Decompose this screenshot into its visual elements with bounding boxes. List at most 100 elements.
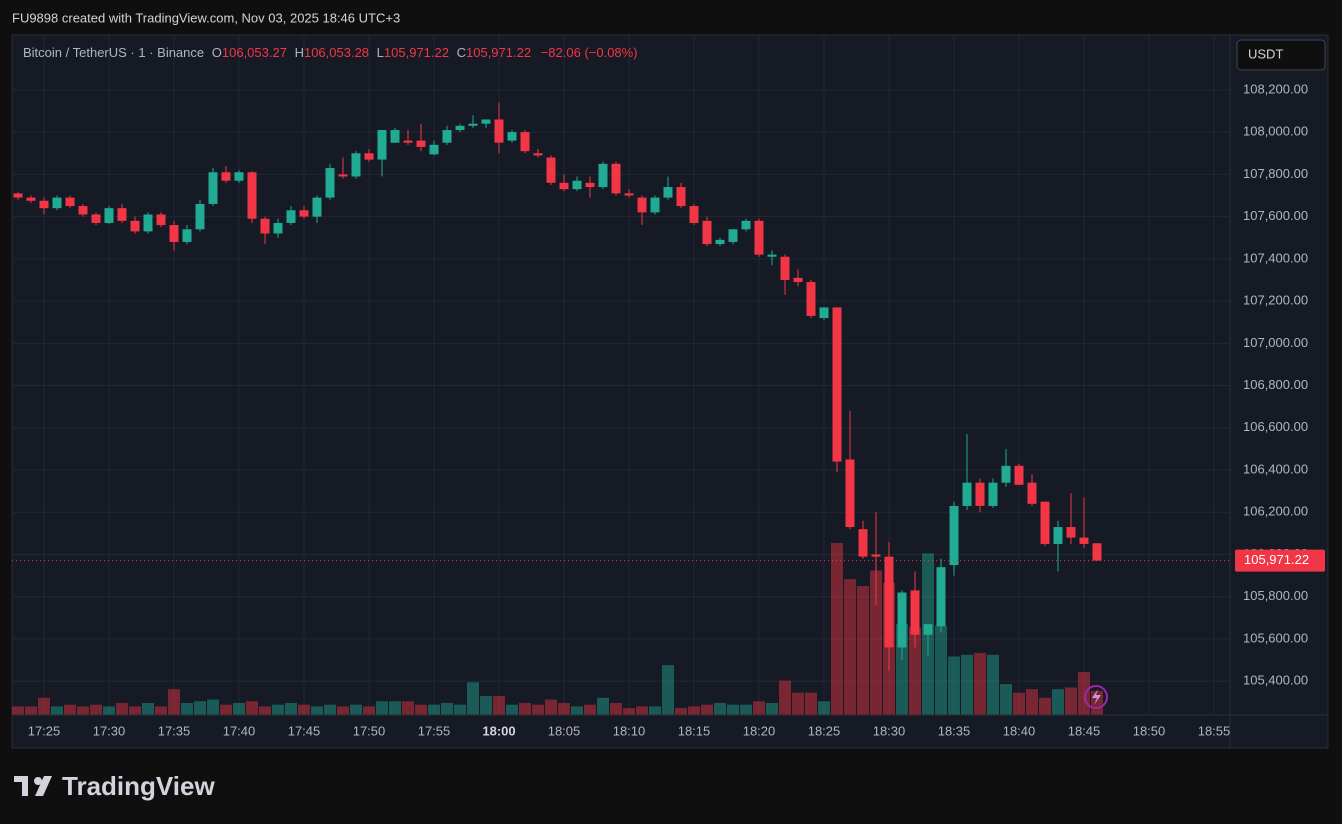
candle-body [169,225,179,242]
x-tick-label: 17:30 [93,723,126,738]
x-tick-label: 18:10 [613,723,646,738]
volume-bar [688,706,700,715]
candle-body [780,256,790,280]
legend: Bitcoin / TetherUS · 1 · Binance O106,05… [23,45,638,60]
watermark: FU9898 created with TradingView.com, Nov… [12,10,400,25]
candle-body [260,218,270,234]
x-tick-label: 17:55 [418,723,451,738]
volume-bar [129,706,141,715]
volume-pane [12,543,1103,715]
candle-body [338,174,348,177]
volume-bar [441,702,453,715]
volume-bar [194,701,206,715]
candle-body [468,123,478,126]
volume-bar [168,689,180,715]
candle-body [299,210,309,217]
volume-bar [753,701,765,715]
l-value: 105,971.22 [384,45,449,60]
candle-body [130,220,140,232]
volume-bar [12,706,24,715]
candle-body [13,193,23,198]
x-tick-label: 18:30 [873,723,906,738]
x-tick-label: 18:20 [743,723,776,738]
volume-bar [909,627,921,715]
candle-body [390,130,400,143]
candle-body [234,172,244,181]
candle-body [39,200,49,209]
y-tick-label: 107,400.00 [1243,250,1308,265]
volume-bar [857,586,869,715]
volume-bar [623,708,635,715]
candle-body [1014,465,1024,485]
candle-body [156,214,166,226]
candle-body [455,125,465,131]
x-tick-label: 17:25 [28,723,61,738]
y-tick-label: 107,000.00 [1243,335,1308,350]
candle-body [1092,543,1102,561]
candle-body [442,130,452,143]
x-tick-label: 18:15 [678,723,711,738]
volume-bar [610,702,622,715]
volume-bar [987,654,999,715]
candle-body [182,229,192,242]
candle-body [1079,537,1089,544]
currency-button[interactable] [1236,39,1326,71]
h-value: 106,053.28 [304,45,369,60]
y-tick-label: 106,200.00 [1243,504,1308,519]
volume-bar [233,702,245,715]
x-tick-label: 18:25 [808,723,841,738]
candle-body [533,153,543,156]
candle-body [806,282,816,316]
volume-bar [506,704,518,715]
volume-bar [961,654,973,715]
x-tick-label: 18:40 [1003,723,1036,738]
volume-bar [649,706,661,715]
volume-bar [103,706,115,715]
volume-bar [597,697,609,715]
candle-body [520,132,530,152]
volume-bar [480,696,492,715]
candle-body [715,239,725,245]
c-key: C [457,45,466,60]
candle-body [403,140,413,143]
y-tick-label: 107,200.00 [1243,293,1308,308]
candle-body [26,197,36,201]
volume-bar [571,706,583,715]
candle-body [247,172,257,219]
volume-bar [298,704,310,715]
candle-body [988,482,998,506]
volume-bar [181,702,193,715]
candle-body [195,203,205,230]
volume-bar [207,699,219,715]
candle-body [884,556,894,648]
volume-bar [701,704,713,715]
volume-bar [636,706,648,715]
candle-body [910,590,920,635]
candle-body [871,554,881,557]
candle-body [143,214,153,232]
volume-bar [337,706,349,715]
volume-bar [454,704,466,715]
volume-bar [311,706,323,715]
volume-bar [259,706,271,715]
candle-body [767,254,777,257]
volume-bar [389,701,401,715]
volume-bar [779,680,791,715]
alert-icon[interactable] [1084,685,1108,709]
volume-bar [1052,689,1064,715]
currency-label[interactable]: USDT [1248,46,1283,61]
candle-body [286,210,296,223]
candle-body [1053,527,1063,544]
y-tick-label: 107,800.00 [1243,166,1308,181]
candle-body [897,592,907,648]
x-tick-label: 18:05 [548,723,581,738]
candle-body [832,307,842,462]
volume-bar [727,704,739,715]
volume-bar [77,706,89,715]
y-tick-label: 105,600.00 [1243,630,1308,645]
grid [12,35,1230,715]
y-tick-label: 105,400.00 [1243,673,1308,688]
volume-bar [792,692,804,715]
candle-body [494,119,504,143]
